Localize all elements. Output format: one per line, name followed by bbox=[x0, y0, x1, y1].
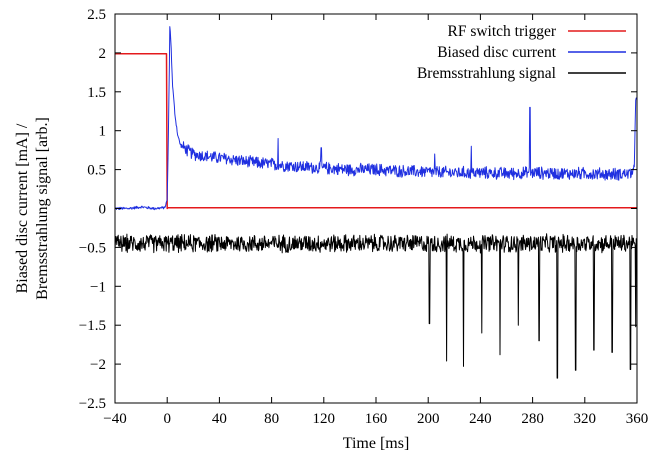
y-tick-label: −2.5 bbox=[79, 396, 106, 412]
x-tick-label: 280 bbox=[521, 411, 544, 427]
legend-label: Bremsstrahlung signal bbox=[417, 65, 556, 82]
y-tick-label: 1.5 bbox=[87, 85, 106, 101]
y-tick-label: −1 bbox=[90, 279, 106, 295]
axis-ticks: −40 0 40 80 120 160 200 240 280 320 360 2.5 2 1.5 1 0.5… bbox=[79, 7, 648, 427]
y-tick-label: −0.5 bbox=[79, 240, 106, 256]
x-tick-label: 320 bbox=[574, 411, 597, 427]
x-tick-label: 160 bbox=[365, 411, 388, 427]
series-group bbox=[115, 26, 637, 379]
y-tick-label: 0.5 bbox=[87, 163, 106, 179]
y-tick-label: 2 bbox=[99, 46, 107, 62]
x-tick-label: 40 bbox=[212, 411, 227, 427]
y-tick-label: 2.5 bbox=[87, 7, 106, 23]
x-tick-label: 120 bbox=[313, 411, 336, 427]
x-tick-label: 0 bbox=[163, 411, 171, 427]
plot-area bbox=[115, 26, 637, 379]
legend: RF switch trigger Biased disc current Brem… bbox=[417, 23, 626, 82]
x-tick-label: 360 bbox=[626, 411, 649, 427]
y-tick-label: −2 bbox=[90, 357, 106, 373]
plot-frame bbox=[114, 13, 638, 404]
y-tick-label: 0 bbox=[99, 202, 107, 218]
x-tick-label: 80 bbox=[264, 411, 279, 427]
y-tick-label: −1.5 bbox=[79, 318, 106, 334]
y-axis-title-line-1: Biased disc current [mA] / bbox=[14, 123, 31, 293]
series-line-3 bbox=[115, 233, 637, 379]
x-tick-label: 200 bbox=[417, 411, 440, 427]
x-tick-label: −40 bbox=[103, 411, 126, 427]
y-tick-label: 1 bbox=[99, 124, 107, 140]
x-axis-title: Time [ms] bbox=[343, 435, 410, 452]
x-tick-label: 240 bbox=[469, 411, 492, 427]
series-line-2 bbox=[115, 26, 637, 211]
legend-label: RF switch trigger bbox=[448, 23, 557, 40]
legend-label: Biased disc current bbox=[437, 44, 556, 61]
y-axis-title-line-2: Bremsstrahlung signal [arb.] bbox=[34, 117, 51, 300]
series-line-1 bbox=[115, 52, 637, 210]
